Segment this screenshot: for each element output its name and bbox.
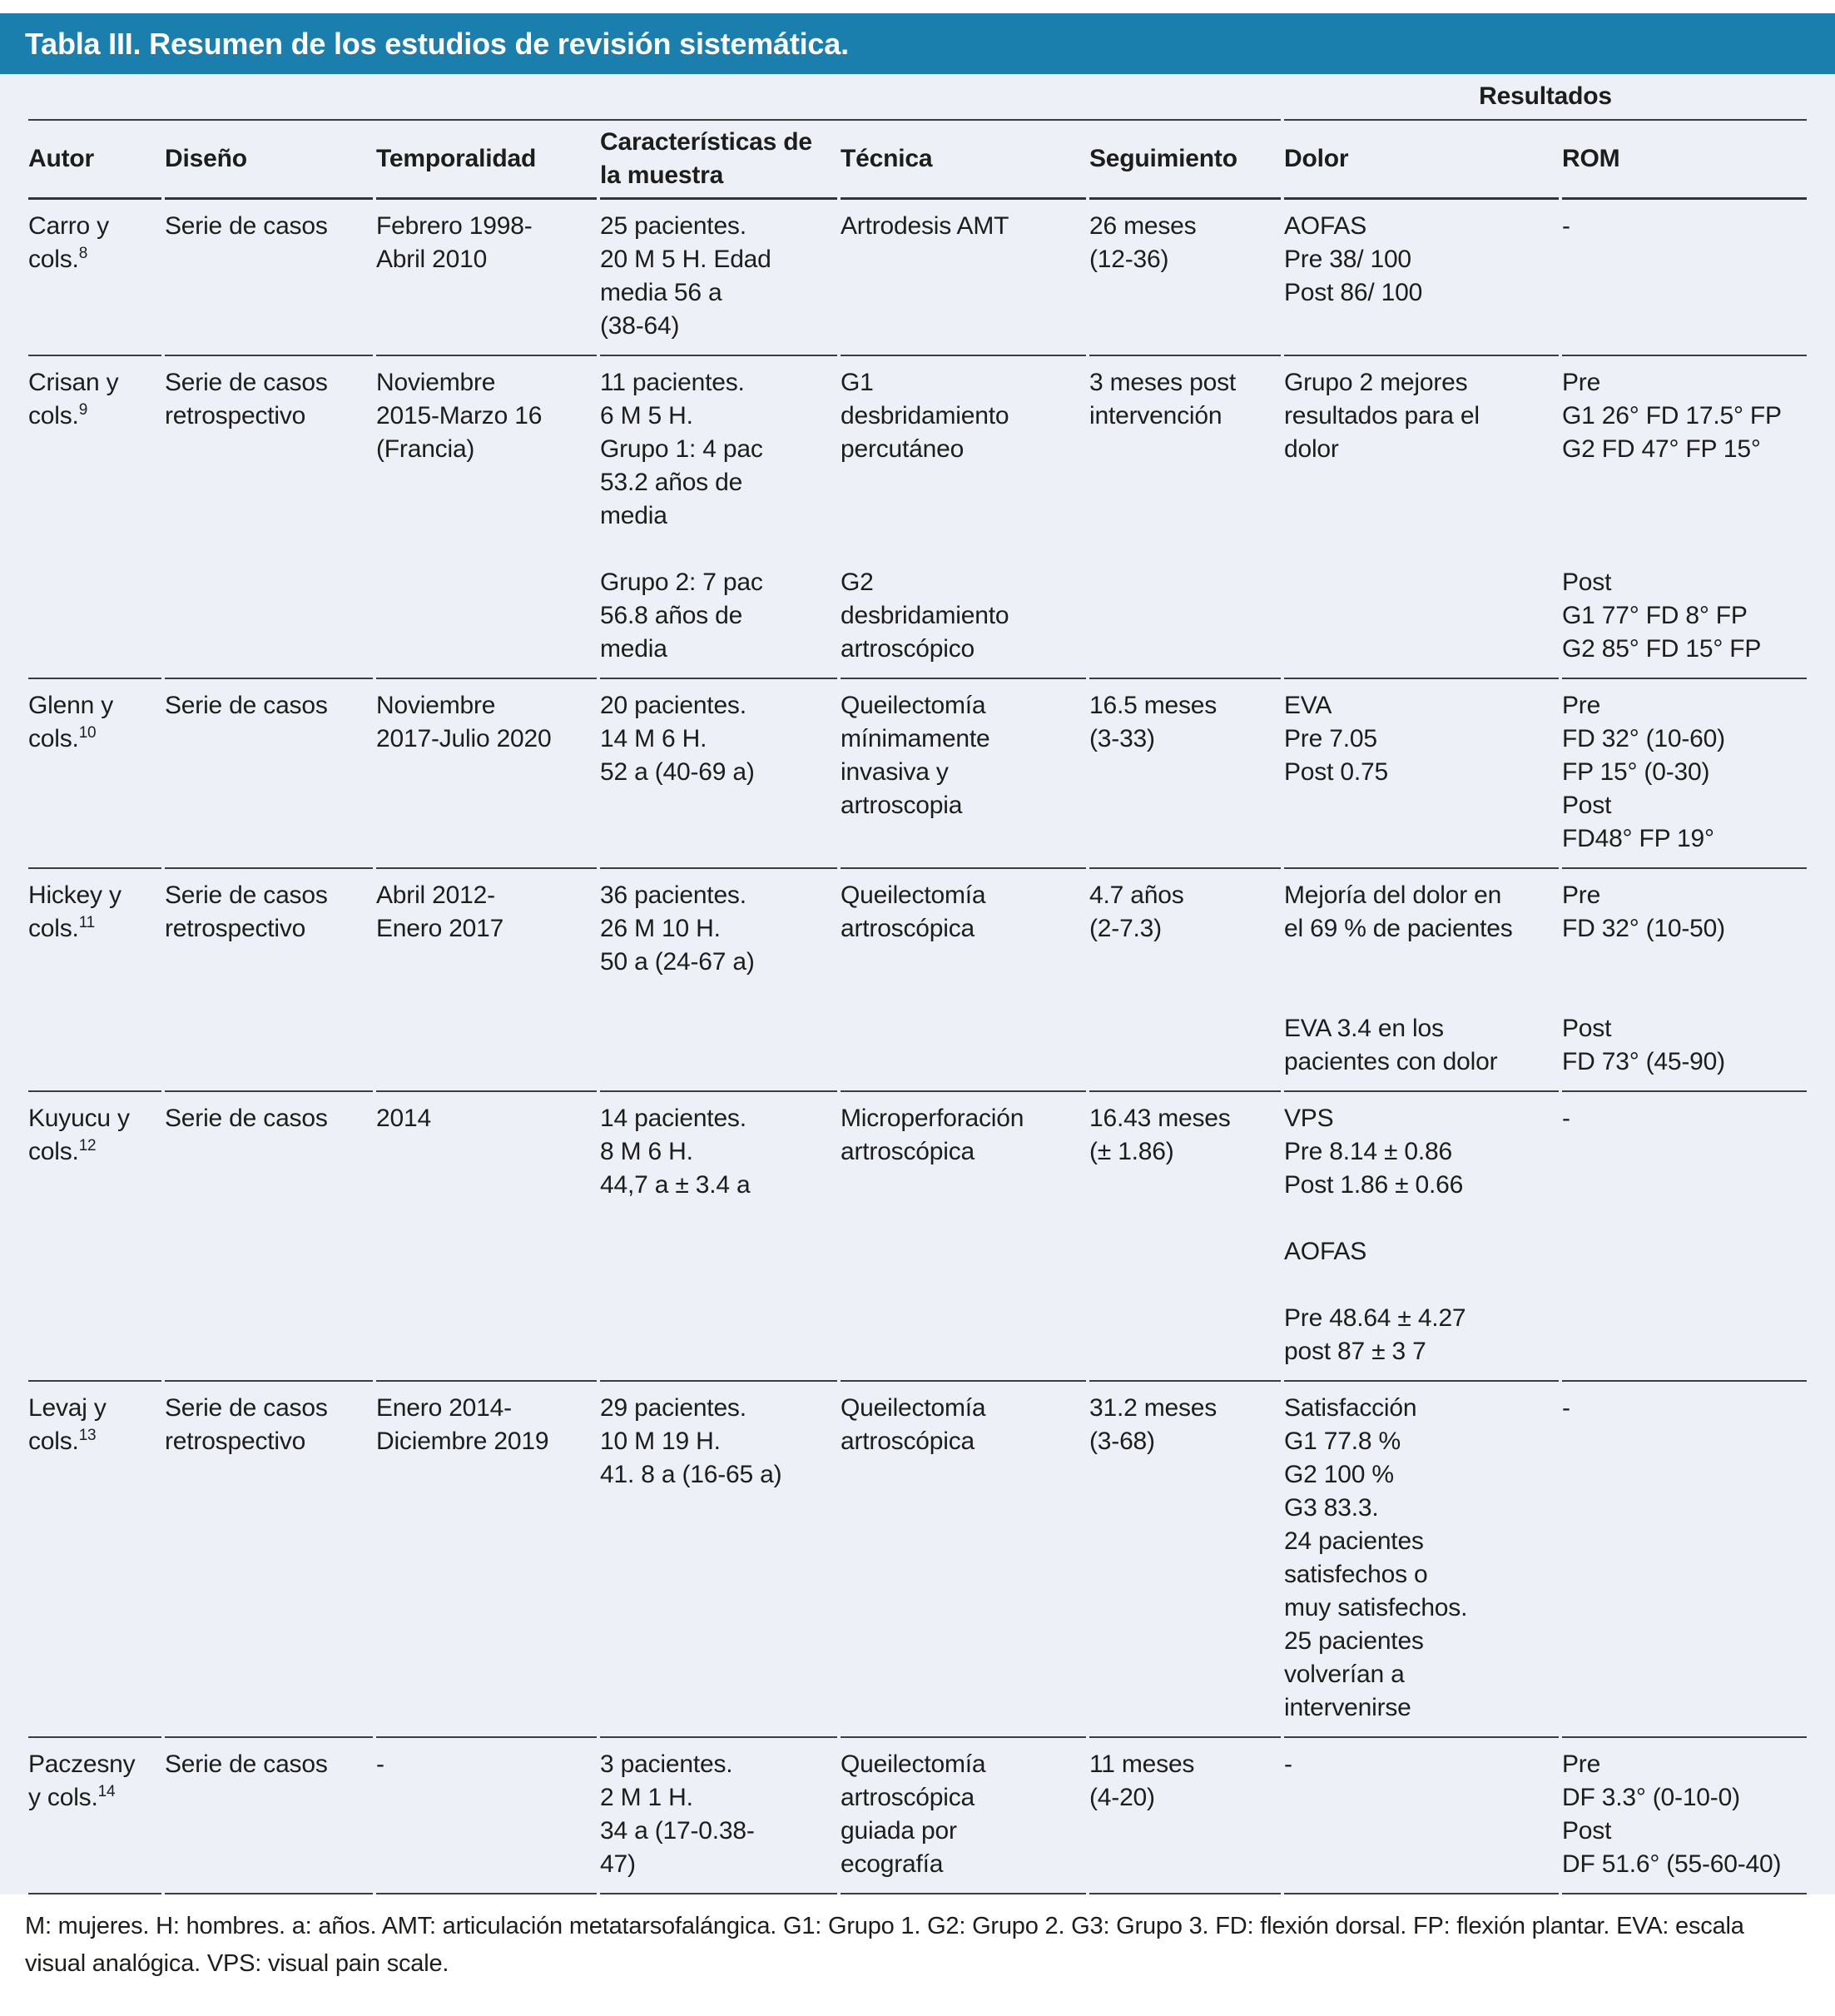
rom-cell: Pre FD 32° (10-60) FP 15° (0-30) Post FD…	[1562, 679, 1807, 869]
column-header-row: Autor Diseño Temporalidad Característica…	[28, 121, 1807, 200]
author-ref: 12	[78, 1137, 97, 1154]
author-name: Kuyucu y cols.	[28, 1105, 130, 1165]
results-group-header: Resultados	[1284, 74, 1807, 121]
technique-cell: Queilectomía artroscópica guiada por eco…	[841, 1738, 1086, 1894]
table-title: Tabla III. Resumen de los estudios de re…	[25, 26, 849, 61]
rom-cell: Pre G1 26° FD 17.5° FP G2 FD 47° FP 15° …	[1562, 356, 1807, 679]
sample-cell: 29 pacientes. 10 M 19 H. 41. 8 a (16-65 …	[600, 1382, 837, 1738]
design-cell: Serie de casos	[165, 1738, 373, 1894]
sample-cell: 25 pacientes. 20 M 5 H. Edad media 56 a …	[600, 200, 837, 356]
results-group-spacer	[28, 74, 1281, 121]
col-header-seguimiento: Seguimiento	[1089, 121, 1281, 200]
design-cell: Serie de casos	[165, 200, 373, 356]
table-row-hickey: Hickey y cols.11 Serie de casos retrospec…	[28, 869, 1807, 1092]
author-cell: Hickey y cols.11	[28, 869, 161, 1092]
author-name: Hickey y cols.	[28, 881, 122, 942]
followup-cell: 31.2 meses (3-68)	[1089, 1382, 1281, 1738]
rom-cell: -	[1562, 1092, 1807, 1382]
results-group-row: Resultados	[28, 74, 1807, 121]
author-cell: Levaj y cols.13	[28, 1382, 161, 1738]
col-header-diseno: Diseño	[165, 121, 373, 200]
followup-cell: 16.5 meses (3-33)	[1089, 679, 1281, 869]
rom-cell: -	[1562, 1382, 1807, 1738]
sample-cell: 14 pacientes. 8 M 6 H. 44,7 a ± 3.4 a	[600, 1092, 837, 1382]
period-cell: Noviembre 2015-Marzo 16 (Francia)	[376, 356, 597, 679]
table-row-paczesny: Paczesny y cols.14 Serie de casos -3 pacie…	[28, 1738, 1807, 1894]
followup-cell: 26 meses (12-36)	[1089, 200, 1281, 356]
technique-cell: Queilectomía mínimamente invasiva y artr…	[841, 679, 1086, 869]
design-cell: Serie de casos	[165, 679, 373, 869]
period-cell: 2014	[376, 1092, 597, 1382]
technique-cell: Queilectomía artroscópica	[841, 1382, 1086, 1738]
pain-cell: Satisfacción G1 77.8 % G2 100 % G3 83.3.…	[1284, 1382, 1559, 1738]
sample-cell: 11 pacientes. 6 M 5 H. Grupo 1: 4 pac 53…	[600, 356, 837, 679]
author-ref: 9	[78, 401, 88, 419]
author-cell: Carro y cols.8	[28, 200, 161, 356]
period-cell: Noviembre 2017-Julio 2020	[376, 679, 597, 869]
col-header-autor: Autor	[28, 121, 161, 200]
rom-cell: Pre DF 3.3° (0-10-0) Post DF 51.6° (55-6…	[1562, 1738, 1807, 1894]
design-cell: Serie de casos retrospectivo	[165, 869, 373, 1092]
author-name: Paczesny y cols.	[28, 1750, 136, 1811]
followup-cell: 16.43 meses (± 1.86)	[1089, 1092, 1281, 1382]
followup-cell: 11 meses (4-20)	[1089, 1738, 1281, 1894]
col-header-rom: ROM	[1562, 121, 1807, 200]
pain-cell: VPS Pre 8.14 ± 0.86 Post 1.86 ± 0.66 AOF…	[1284, 1092, 1559, 1382]
period-cell: Abril 2012- Enero 2017	[376, 869, 597, 1092]
author-cell: Kuyucu y cols.12	[28, 1092, 161, 1382]
period-cell: Febrero 1998- Abril 2010	[376, 200, 597, 356]
author-name: Glenn y cols.	[28, 692, 113, 752]
table-area: Resultados Autor Diseño Temporalidad Car…	[0, 74, 1835, 1894]
table-row-kuyucu: Kuyucu y cols.12 Serie de casos 2014 14 pac…	[28, 1092, 1807, 1382]
technique-cell: Artrodesis AMT	[841, 200, 1086, 356]
col-header-temporalidad: Temporalidad	[376, 121, 597, 200]
pain-cell: -	[1284, 1738, 1559, 1894]
table-row-glenn: Glenn y cols.10 Serie de casos Noviembre 2…	[28, 679, 1807, 869]
design-cell: Serie de casos retrospectivo	[165, 356, 373, 679]
author-ref: 13	[78, 1427, 97, 1444]
table-row-carro: Carro y cols.8 Serie de casos Febrero 1998…	[28, 200, 1807, 356]
period-cell: -	[376, 1738, 597, 1894]
pain-cell: AOFAS Pre 38/ 100 Post 86/ 100	[1284, 200, 1559, 356]
author-ref: 8	[78, 245, 88, 262]
pain-cell: Mejoría del dolor en el 69 % de paciente…	[1284, 869, 1559, 1092]
author-cell: Crisan y cols.9	[28, 356, 161, 679]
table-title-bar: Tabla III. Resumen de los estudios de re…	[0, 13, 1835, 74]
sample-cell: 36 pacientes. 26 M 10 H. 50 a (24-67 a)	[600, 869, 837, 1092]
col-header-caracteristicas: Características de la muestra	[600, 121, 837, 200]
design-cell: Serie de casos retrospectivo	[165, 1382, 373, 1738]
rom-cell: Pre FD 32° (10-50) Post FD 73° (45-90)	[1562, 869, 1807, 1092]
author-name: Carro y cols.	[28, 212, 109, 273]
technique-cell: Microperforación artroscópica	[841, 1092, 1086, 1382]
period-cell: Enero 2014- Diciembre 2019	[376, 1382, 597, 1738]
author-ref: 14	[97, 1783, 116, 1800]
author-name: Crisan y cols.	[28, 369, 119, 430]
table-row-crisan: Crisan y cols.9 Serie de casos retrospect…	[28, 356, 1807, 679]
table-footnote: M: mujeres. H: hombres. a: años. AMT: ar…	[0, 1894, 1835, 2016]
sample-cell: 3 pacientes. 2 M 1 H. 34 a (17-0.38- 47)	[600, 1738, 837, 1894]
rom-cell: -	[1562, 200, 1807, 356]
col-header-dolor: Dolor	[1284, 121, 1559, 200]
author-cell: Glenn y cols.10	[28, 679, 161, 869]
design-cell: Serie de casos	[165, 1092, 373, 1382]
sample-cell: 20 pacientes. 14 M 6 H. 52 a (40-69 a)	[600, 679, 837, 869]
pain-cell: EVA Pre 7.05 Post 0.75	[1284, 679, 1559, 869]
author-ref: 11	[78, 914, 96, 931]
author-cell: Paczesny y cols.14	[28, 1738, 161, 1894]
technique-cell: Queilectomía artroscópica	[841, 869, 1086, 1092]
systematic-review-table: Resultados Autor Diseño Temporalidad Car…	[25, 74, 1810, 1894]
followup-cell: 4.7 años (2-7.3)	[1089, 869, 1281, 1092]
technique-cell: G1 desbridamiento percutáneo G2 desbrida…	[841, 356, 1086, 679]
pain-cell: Grupo 2 mejores resultados para el dolor	[1284, 356, 1559, 679]
table-row-levaj: Levaj y cols.13 Serie de casos retrospect…	[28, 1382, 1807, 1738]
author-ref: 10	[78, 724, 97, 742]
author-name: Levaj y cols.	[28, 1394, 107, 1455]
col-header-tecnica: Técnica	[841, 121, 1086, 200]
top-margin	[0, 0, 1835, 13]
followup-cell: 3 meses post intervención	[1089, 356, 1281, 679]
